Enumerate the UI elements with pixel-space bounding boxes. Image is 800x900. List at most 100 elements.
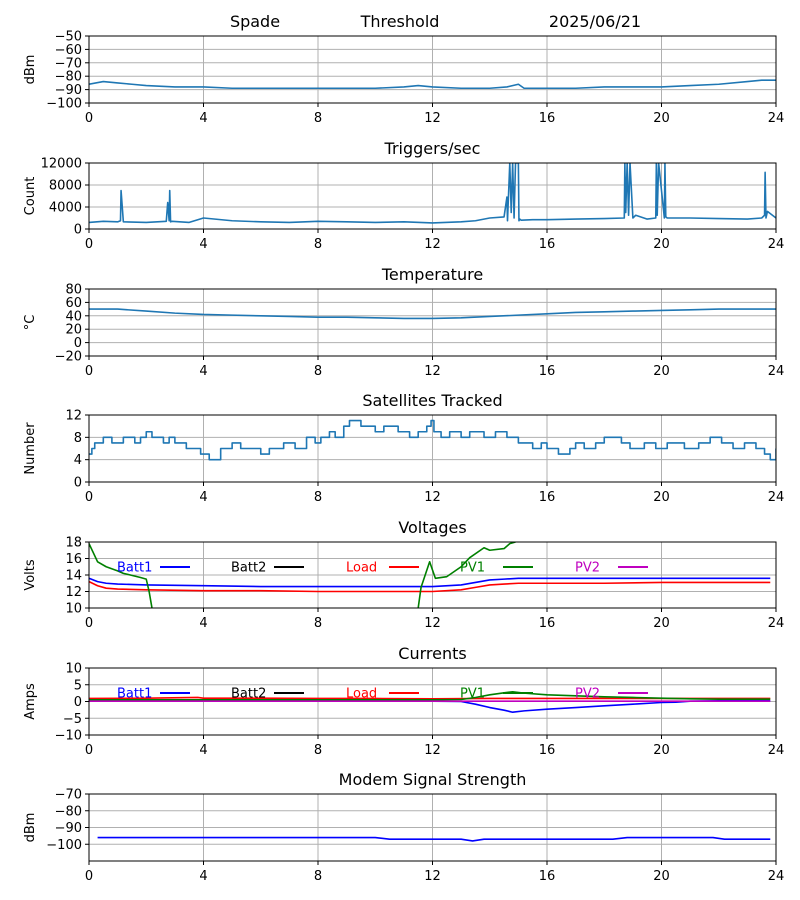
series-group-currents — [89, 690, 771, 714]
legend-label-pv2-currents: PV2 — [575, 687, 600, 702]
legend-label-pv2-voltages: PV2 — [575, 561, 600, 576]
x-tick-label-temperature: 4 — [199, 364, 207, 379]
x-tick-label-temperature: 16 — [539, 364, 556, 379]
x-tick-label-satellites: 4 — [199, 490, 207, 505]
x-tick-label-currents: 24 — [768, 743, 785, 758]
series-group-satellites — [89, 419, 776, 461]
legend-label-batt1-voltages: Batt1 — [117, 561, 152, 576]
chart-title-currents: Currents — [398, 644, 466, 663]
series-line-triggers-0 — [89, 163, 776, 224]
panel-currents: 0 4 8 12 16 20 24 −10 −5 0 510 Currents Amps Batt1 Bat… — [23, 644, 784, 758]
x-tick-label-voltages: 4 — [199, 616, 207, 631]
y-tick-label-signal: −60 — [55, 43, 82, 58]
series-line-voltages-batt1 — [89, 577, 771, 588]
series-group-signal — [89, 79, 776, 90]
x-tick-label-temperature: 8 — [314, 364, 322, 379]
y-axis-label-temperature: °C — [23, 315, 38, 331]
panel-satellites: 0 4 8 12 16 20 24 0 4 8 12 Satellites Tracked Number — [23, 391, 784, 505]
y-tick-label-triggers: 0 — [74, 223, 82, 238]
chart-title-satellites: Satellites Tracked — [362, 391, 502, 410]
y-tick-label-signal: −70 — [55, 56, 82, 71]
chart-title-voltages: Voltages — [398, 518, 466, 537]
x-tick-label-currents: 16 — [539, 743, 556, 758]
x-tick-label-satellites: 0 — [85, 490, 93, 505]
legend-label-load-currents: Load — [346, 687, 377, 702]
x-tick-label-triggers: 16 — [539, 237, 556, 252]
x-tick-label-temperature: 20 — [653, 364, 670, 379]
panel-modem: 0 4 8 12 16 20 24 −100 −90 −80−70 Modem Signal Str… — [23, 770, 784, 884]
y-tick-label-modem: −90 — [55, 821, 82, 836]
panel-signal: 0 4 8 12 16 20 24 −100−90−80−70−60−50 dBm — [23, 30, 784, 127]
x-tick-label-voltages: 0 — [85, 616, 93, 631]
header-date: 2025/06/21 — [549, 12, 641, 31]
x-tick-label-modem: 24 — [768, 869, 785, 884]
y-tick-label-voltages: 10 — [65, 602, 82, 617]
x-tick-label-currents: 8 — [314, 743, 322, 758]
x-tick-label-satellites: 24 — [768, 490, 785, 505]
y-tick-label-triggers: 12000 — [41, 157, 82, 172]
chart-title-triggers: Triggers/sec — [384, 139, 481, 158]
legend-label-batt1-currents: Batt1 — [117, 687, 152, 702]
series-line-voltages-load — [89, 580, 771, 593]
y-tick-label-modem: −100 — [46, 838, 82, 853]
x-tick-label-voltages: 16 — [539, 616, 556, 631]
series-line-modem-0 — [97, 836, 771, 842]
x-tick-label-satellites: 12 — [424, 490, 441, 505]
y-tick-label-temperature: 0 — [74, 336, 82, 351]
y-tick-label-currents: −5 — [63, 712, 82, 727]
series-group-modem — [97, 836, 771, 842]
x-tick-label-temperature: 0 — [85, 364, 93, 379]
x-tick-label-voltages: 8 — [314, 616, 322, 631]
y-tick-label-temperature: 20 — [65, 323, 82, 338]
x-tick-label-voltages: 24 — [768, 616, 785, 631]
y-tick-label-signal: −100 — [46, 97, 82, 112]
y-axis-label-satellites: Number — [23, 422, 38, 475]
x-tick-label-triggers: 8 — [314, 237, 322, 252]
x-tick-label-triggers: 24 — [768, 237, 785, 252]
y-tick-label-signal: −50 — [55, 30, 82, 45]
y-tick-label-satellites: 8 — [74, 431, 82, 446]
x-tick-label-signal: 20 — [653, 111, 670, 126]
x-tick-label-currents: 0 — [85, 743, 93, 758]
y-tick-label-triggers: 4000 — [49, 201, 82, 216]
legend-label-batt2-currents: Batt2 — [231, 687, 266, 702]
x-tick-label-signal: 12 — [424, 111, 441, 126]
x-tick-label-triggers: 12 — [424, 237, 441, 252]
y-tick-label-temperature: 80 — [65, 283, 82, 298]
series-line-voltages-pv1 — [89, 543, 153, 608]
legend-label-batt2-voltages: Batt2 — [231, 561, 266, 576]
series-line-temperature-0 — [89, 308, 776, 320]
x-tick-label-satellites: 20 — [653, 490, 670, 505]
x-tick-label-triggers: 4 — [199, 237, 207, 252]
x-tick-label-modem: 16 — [539, 869, 556, 884]
y-tick-label-modem: −80 — [55, 804, 82, 819]
x-tick-label-currents: 12 — [424, 743, 441, 758]
series-line-voltages-pv1 — [417, 542, 516, 608]
y-axis-label-signal: dBm — [23, 55, 38, 85]
y-tick-label-signal: −80 — [55, 70, 82, 85]
x-tick-label-temperature: 12 — [424, 364, 441, 379]
y-tick-label-satellites: 0 — [74, 476, 82, 491]
y-axis-label-modem: dBm — [23, 813, 38, 843]
y-tick-label-currents: 5 — [74, 678, 82, 693]
y-tick-label-currents: −10 — [55, 729, 82, 744]
panel-triggers: 0 4 8 12 16 20 24 0 4000 8000 12000 Triggers/sec Cou… — [23, 139, 784, 252]
x-tick-label-triggers: 0 — [85, 237, 93, 252]
y-tick-label-currents: 0 — [74, 695, 82, 710]
x-tick-label-modem: 0 — [85, 869, 93, 884]
x-tick-label-signal: 24 — [768, 111, 785, 126]
x-tick-label-modem: 4 — [199, 869, 207, 884]
x-tick-label-signal: 16 — [539, 111, 556, 126]
y-tick-label-temperature: 60 — [65, 296, 82, 311]
y-tick-label-triggers: 8000 — [49, 179, 82, 194]
series-line-currents-batt1 — [89, 700, 771, 714]
y-tick-label-voltages: 18 — [65, 536, 82, 551]
chart-title-temperature: Temperature — [381, 265, 483, 284]
x-tick-label-signal: 8 — [314, 111, 322, 126]
x-tick-label-voltages: 20 — [653, 616, 670, 631]
chart-title-modem: Modem Signal Strength — [339, 770, 527, 789]
series-line-satellites-0 — [89, 419, 776, 461]
